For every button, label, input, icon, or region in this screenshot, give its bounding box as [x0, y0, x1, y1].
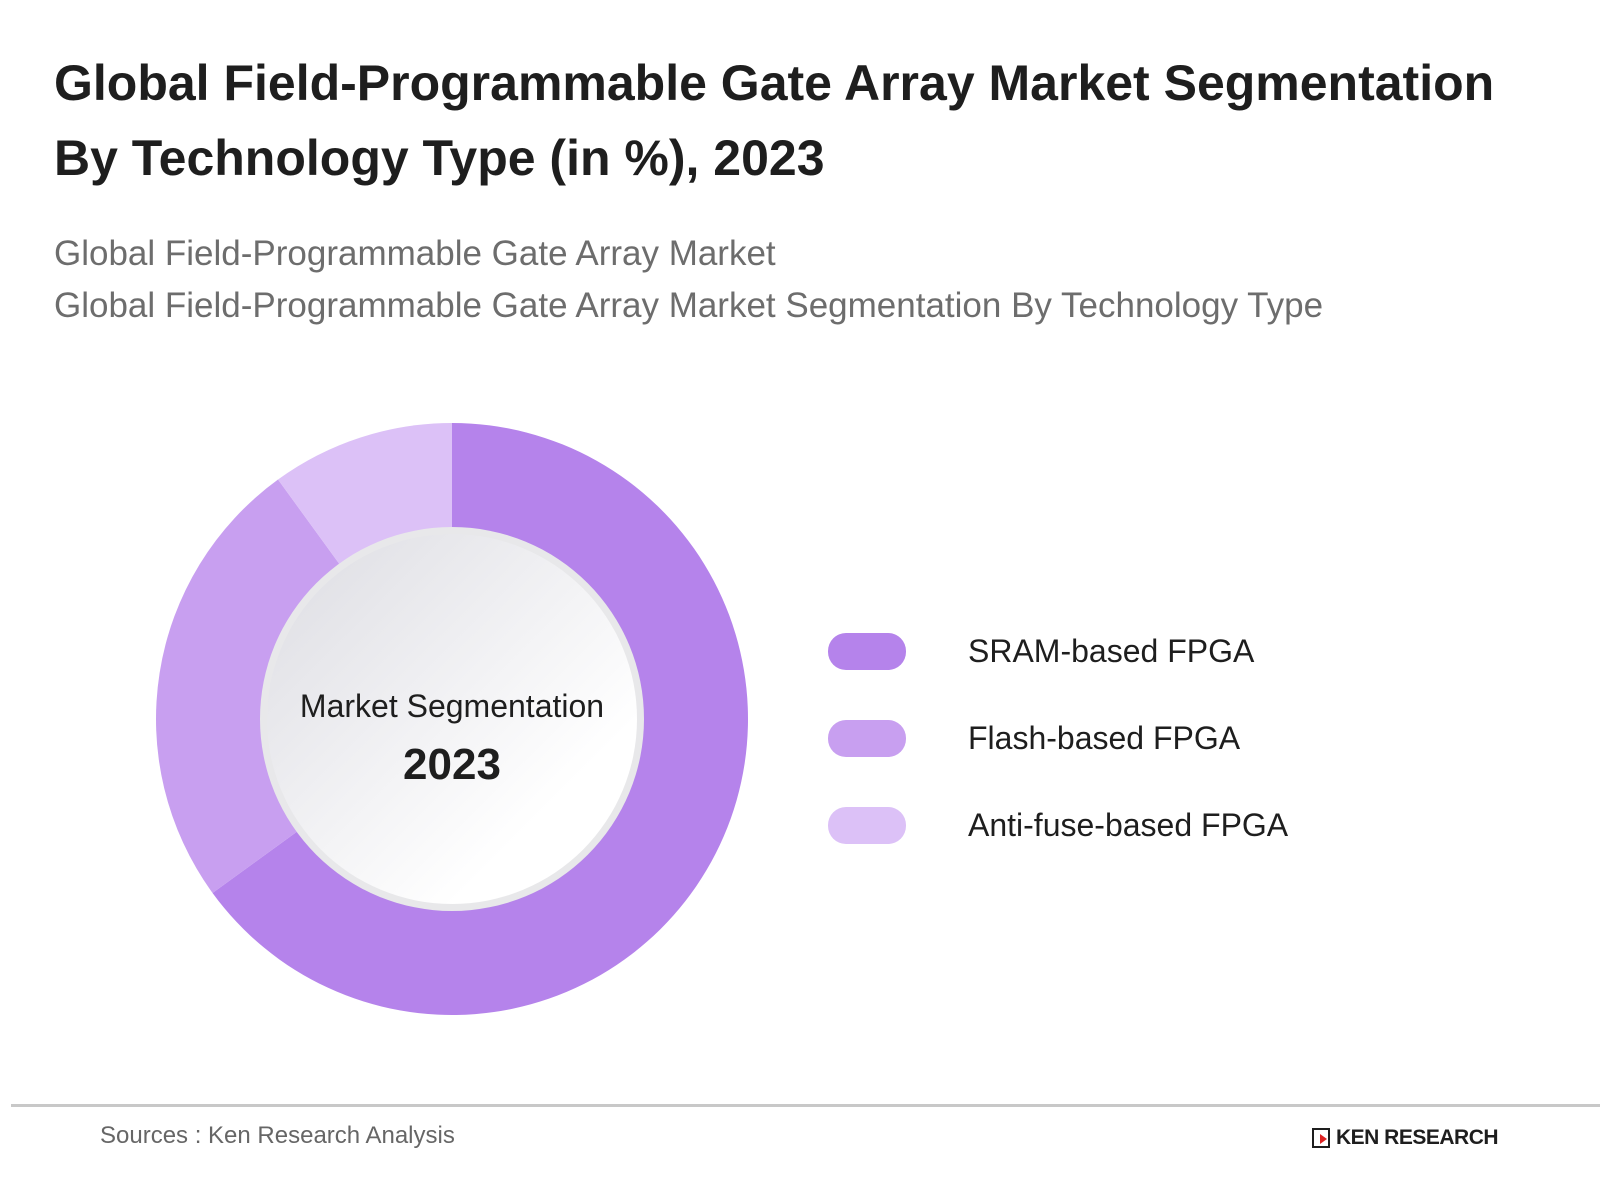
logo-mark-icon [1312, 1128, 1330, 1148]
title-line-1: Global Field-Programmable Gate Array Mar… [54, 55, 1495, 111]
title-line-2: By Technology Type (in %), 2023 [54, 130, 825, 186]
source-note: Sources : Ken Research Analysis [100, 1122, 455, 1149]
legend-item-flash: Flash-based FPGA [828, 720, 1428, 757]
legend-swatch [828, 807, 906, 844]
center-disc [267, 534, 637, 904]
legend-item-sram: SRAM-based FPGA [828, 633, 1428, 670]
footer-divider [11, 1104, 1600, 1107]
legend-swatch [828, 720, 906, 757]
legend-item-antifuse: Anti-fuse-based FPGA [828, 807, 1428, 844]
legend-label: Flash-based FPGA [968, 720, 1241, 756]
legend-label: SRAM-based FPGA [968, 633, 1255, 669]
subtitle-line-1: Global Field-Programmable Gate Array Mar… [54, 234, 776, 273]
ken-research-logo: KEN RESEARCH [1312, 1126, 1499, 1150]
legend-swatch [828, 633, 906, 670]
legend-label: Anti-fuse-based FPGA [968, 807, 1289, 843]
center-value: 2023 [403, 740, 501, 789]
chart-title: Global Field-Programmable Gate Array Mar… [54, 46, 1554, 196]
center-label: Market Segmentation [299, 688, 605, 724]
subtitle-line-2: Global Field-Programmable Gate Array Mar… [54, 286, 1324, 325]
logo-text: KEN RESEARCH [1336, 1126, 1499, 1149]
